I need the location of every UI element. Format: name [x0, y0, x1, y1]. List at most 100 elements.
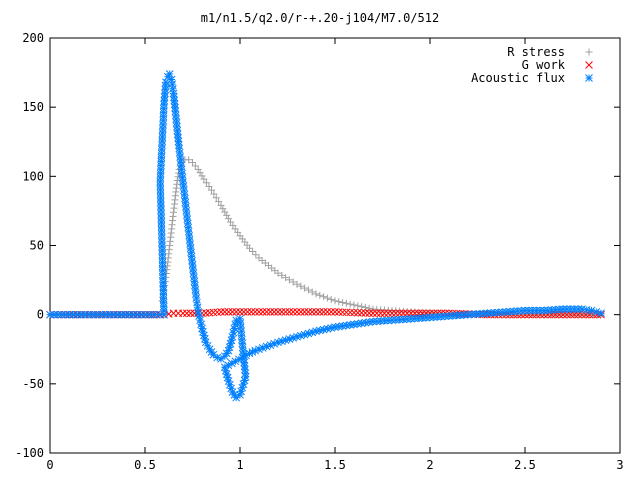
data-point	[380, 309, 389, 318]
data-point	[331, 297, 339, 305]
data-point	[232, 308, 241, 316]
data-point	[365, 304, 373, 312]
data-point	[312, 308, 320, 316]
data-point	[353, 308, 362, 317]
data-point	[174, 173, 182, 181]
y-tick-label: -100	[15, 446, 44, 460]
data-point	[185, 156, 193, 164]
data-point	[270, 308, 279, 316]
data-point	[220, 308, 229, 316]
data-point	[285, 276, 293, 284]
plot-frame	[49, 37, 621, 454]
data-point	[350, 308, 358, 317]
data-point	[157, 153, 166, 162]
data-point	[350, 301, 358, 309]
data-point	[342, 299, 350, 307]
data-point	[277, 308, 286, 316]
data-point	[252, 251, 260, 259]
data-point	[346, 300, 354, 308]
data-point	[399, 309, 408, 318]
y-tick-label: 200	[22, 31, 44, 45]
data-point	[236, 308, 244, 316]
chart-title: m1/n1.5/q2.0/r-+.20-j104/M7.0/512	[201, 11, 439, 25]
legend-marker	[585, 61, 593, 69]
data-point	[296, 308, 305, 316]
data-point	[201, 309, 210, 317]
data-point	[191, 162, 199, 170]
data-point	[110, 310, 119, 319]
x-tick-label: 2.5	[514, 458, 536, 472]
data-point	[282, 274, 290, 282]
x-tick-label: 1.5	[324, 458, 346, 472]
data-point	[205, 182, 213, 190]
data-point	[225, 215, 233, 223]
data-point	[224, 308, 233, 316]
data-point	[228, 308, 237, 316]
data-point	[224, 361, 233, 370]
data-point	[266, 308, 275, 316]
x-tick-label: 3	[616, 458, 623, 472]
data-point	[205, 308, 214, 317]
y-tick-label: 50	[30, 239, 44, 253]
data-point	[361, 318, 370, 327]
data-point	[395, 309, 404, 318]
x-tick-label: 0.5	[134, 458, 156, 472]
data-point	[327, 295, 335, 303]
data-point	[212, 194, 220, 202]
data-point	[237, 327, 245, 336]
data-point	[255, 308, 263, 316]
data-point	[68, 310, 77, 319]
x-tick-label: 2	[426, 458, 433, 472]
data-point	[592, 308, 601, 316]
legend-marker	[585, 74, 593, 82]
data-point	[297, 282, 305, 290]
data-point	[372, 309, 381, 318]
data-point	[176, 157, 185, 165]
data-point	[213, 308, 222, 317]
legend-label: G work	[522, 58, 566, 72]
data-point	[570, 310, 579, 319]
series-0	[158, 156, 605, 319]
data-point	[342, 308, 351, 317]
data-point	[223, 211, 231, 219]
data-point	[289, 308, 298, 316]
y-tick-label: 0	[37, 308, 44, 322]
data-point	[316, 291, 324, 299]
data-point	[182, 309, 191, 318]
data-point	[357, 309, 366, 317]
data-point	[308, 288, 316, 296]
data-point	[159, 298, 168, 307]
data-point	[186, 309, 195, 318]
data-point	[200, 175, 208, 183]
legend-marker	[585, 48, 593, 56]
data-point	[270, 339, 279, 348]
data-point	[376, 309, 385, 318]
data-point	[335, 298, 343, 306]
data-point	[369, 309, 377, 318]
data-point	[289, 278, 297, 286]
data-point	[331, 308, 339, 316]
data-point	[202, 179, 210, 187]
data-point	[304, 286, 312, 294]
data-point	[320, 293, 328, 301]
data-point	[217, 308, 225, 316]
data-point	[407, 309, 415, 318]
data-point	[562, 310, 571, 319]
data-points	[46, 70, 605, 402]
data-point	[99, 310, 108, 319]
data-point	[249, 247, 257, 255]
data-point	[208, 186, 215, 194]
data-point	[114, 310, 123, 319]
series-2	[46, 70, 605, 402]
data-point	[293, 308, 301, 316]
data-point	[308, 308, 317, 316]
data-point	[189, 159, 196, 166]
data-point	[338, 308, 347, 317]
data-point	[274, 308, 282, 316]
legend-label: Acoustic flux	[471, 71, 565, 85]
data-point	[323, 294, 331, 302]
data-point	[46, 310, 54, 319]
data-point	[597, 309, 605, 318]
data-point	[251, 308, 260, 316]
